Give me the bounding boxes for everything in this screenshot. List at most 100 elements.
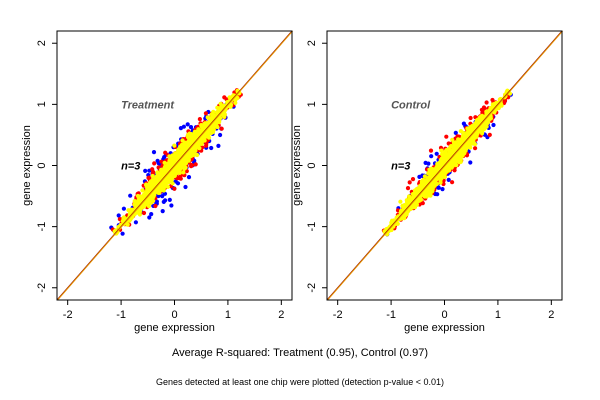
y-tick-label: -1 — [306, 222, 318, 232]
scatter-point — [456, 143, 461, 148]
scatter-point — [180, 138, 185, 143]
scatter-point — [233, 100, 238, 105]
scatter-point — [160, 209, 165, 214]
x-tick-label: 1 — [495, 309, 501, 321]
scatter-point — [478, 114, 483, 119]
scatter-point — [146, 200, 151, 205]
scatter-point — [457, 151, 462, 156]
scatter-point — [156, 176, 161, 181]
scatter-point — [222, 95, 227, 100]
scatter-point — [434, 177, 439, 182]
scatter-point — [453, 130, 458, 135]
treatment-x-axis: -2 -1 0 1 2 — [63, 300, 284, 321]
figure-caption: Average R-squared: Treatment (0.95), Con… — [172, 347, 428, 359]
scatter-point — [491, 122, 496, 128]
scatter-point — [441, 170, 447, 175]
scatter-point — [430, 183, 435, 188]
scatter-point — [221, 103, 226, 108]
scatter-point — [206, 131, 211, 136]
scatter-point — [183, 145, 188, 150]
treatment-title: Treatment — [121, 99, 175, 111]
scatter-point — [203, 111, 208, 116]
scatter-point — [170, 153, 175, 158]
scatter-point — [146, 175, 151, 180]
scatter-point — [405, 186, 411, 191]
scatter-point — [447, 147, 452, 153]
scatter-point — [173, 157, 178, 162]
scatter-point — [487, 132, 492, 137]
scatter-point — [188, 125, 194, 130]
y-tick-label: 2 — [36, 40, 48, 46]
scatter-point — [468, 115, 473, 121]
scatter-point — [458, 129, 463, 134]
scatter-point — [206, 135, 212, 140]
scatter-point — [169, 203, 174, 208]
scatter-point — [170, 181, 175, 186]
scatter-point — [195, 152, 200, 158]
scatter-point — [435, 192, 440, 197]
scatter-point — [116, 213, 121, 218]
scatter-point — [449, 151, 454, 156]
scatter-point — [159, 168, 164, 173]
scatter-point — [190, 152, 195, 157]
scatter-point — [451, 140, 456, 145]
scatter-point — [214, 110, 219, 115]
x-tick-label: -1 — [386, 309, 396, 321]
scatter-point — [420, 192, 425, 198]
scatter-point — [175, 181, 181, 186]
y-tick-label: 0 — [36, 162, 48, 168]
scatter-point — [125, 222, 130, 227]
scatter-point — [398, 199, 403, 204]
scatter-point — [474, 119, 479, 125]
scatter-point — [150, 184, 155, 189]
scatter-point — [410, 177, 416, 182]
scatter-point — [186, 175, 192, 180]
scatter-point — [440, 187, 445, 192]
scatter-point — [450, 180, 455, 185]
scatter-point — [131, 207, 136, 212]
y-tick-label: 1 — [306, 101, 318, 107]
scatter-point — [444, 152, 450, 157]
scatter-point — [452, 168, 457, 173]
scatter-point — [218, 132, 223, 138]
scatter-point — [428, 148, 434, 153]
scatter-point — [154, 188, 159, 193]
scatter-point — [449, 144, 454, 149]
scatter-point — [133, 220, 138, 225]
scatter-point — [446, 177, 451, 182]
scatter-point — [182, 163, 187, 168]
scatter-point — [150, 173, 155, 179]
y-tick-label: -2 — [36, 283, 48, 293]
scatter-point — [128, 193, 133, 198]
y-tick-label: 1 — [36, 101, 48, 107]
scatter-point — [157, 172, 162, 177]
scatter-point — [208, 116, 213, 121]
scatter-point — [178, 176, 183, 181]
scatter-point — [428, 190, 433, 195]
scatter-point — [149, 212, 154, 217]
scatter-point — [193, 162, 198, 167]
scatter-point — [407, 180, 412, 185]
scatter-point — [432, 167, 437, 173]
scatter-point — [444, 134, 449, 139]
scatter-point — [395, 208, 401, 213]
scatter-point — [488, 105, 493, 111]
scatter-point — [161, 199, 166, 204]
scatter-point — [466, 126, 471, 131]
x-tick-label: 2 — [278, 309, 284, 321]
y-tick-label: 0 — [306, 162, 318, 168]
scatter-point — [440, 158, 445, 163]
control-y-label: gene expression — [291, 125, 303, 206]
scatter-point — [192, 147, 197, 152]
scatter-point — [121, 206, 126, 211]
scatter-point — [172, 186, 177, 191]
scatter-point — [427, 167, 432, 172]
scatter-point — [429, 154, 434, 159]
scatter-point — [205, 121, 210, 126]
scatter-point — [456, 138, 461, 143]
treatment-x-label: gene expression — [134, 322, 215, 334]
scatter-point — [143, 168, 148, 173]
scatter-point — [468, 160, 473, 165]
control-title: Control — [391, 99, 431, 111]
